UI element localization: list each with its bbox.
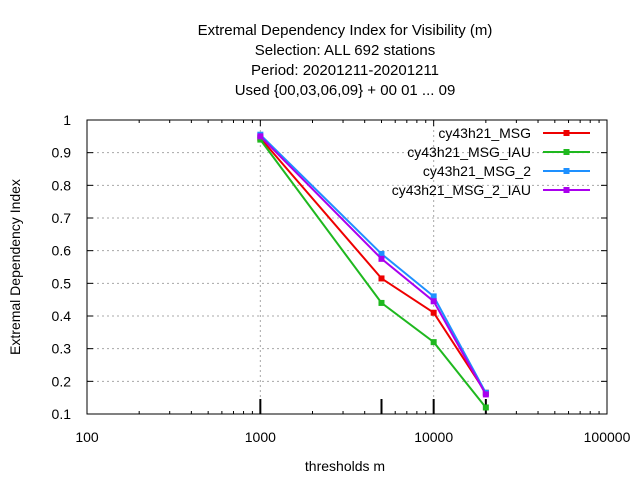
legend-marker — [563, 168, 570, 174]
data-point — [430, 298, 437, 305]
data-point — [430, 339, 437, 346]
y-tick-label: 0.4 — [52, 308, 72, 324]
series-line — [259, 133, 487, 394]
y-tick-label: 0.2 — [52, 373, 72, 389]
legend-label: cy43h21_MSG_2_IAU — [392, 182, 531, 198]
y-tick-label: 0.7 — [52, 210, 72, 226]
series-line — [259, 139, 487, 409]
title-line: Extremal Dependency Index for Visibility… — [198, 22, 493, 39]
legend-marker — [563, 149, 570, 155]
x-tick-label: 100 — [75, 429, 99, 445]
data-point — [430, 309, 437, 316]
x-tick-label: 100000 — [584, 429, 631, 445]
threshold-markers — [259, 399, 487, 414]
x-tick-label: 1000 — [245, 429, 276, 445]
data-point — [378, 299, 385, 306]
legend-marker — [563, 187, 570, 193]
title-line: Selection: ALL 692 stations — [255, 42, 435, 59]
y-tick-label: 0.1 — [52, 406, 72, 422]
axis-ticks: 0.1 0.2 0.3 0.4 0.5 0.6 0.7 0.8 0.9 1 100 1000 10000… — [52, 112, 631, 445]
legend-label: cy43h21_MSG — [438, 125, 531, 141]
y-tick-label: 0.8 — [52, 177, 72, 193]
series-line — [259, 135, 487, 395]
series-3 — [257, 133, 489, 398]
title-line: Period: 20201211-20201211 — [251, 62, 439, 79]
y-tick-label: 0.5 — [52, 275, 72, 291]
title-line: Used {00,03,06,09} + 00 01 ... 09 — [235, 82, 456, 99]
y-axis-label: Extremal Dependency Index — [7, 179, 23, 355]
plot-frame — [86, 119, 608, 415]
data-point — [257, 133, 264, 140]
series — [257, 131, 489, 411]
data-point — [430, 293, 437, 300]
series-1 — [257, 136, 489, 411]
y-tick-label: 1 — [63, 112, 71, 128]
legend-label: cy43h21_MSG_IAU — [407, 144, 531, 160]
legend-label: cy43h21_MSG_2 — [423, 163, 531, 179]
chart-title: Extremal Dependency Index for Visibility… — [198, 22, 493, 99]
data-point — [482, 404, 489, 411]
legend-marker — [563, 130, 570, 136]
y-tick-label: 0.6 — [52, 243, 72, 259]
grid — [87, 120, 607, 414]
y-tick-label: 0.9 — [52, 145, 72, 161]
data-point — [257, 136, 264, 143]
data-point — [482, 391, 489, 398]
series-line — [259, 137, 487, 394]
x-axis-label: thresholds m — [305, 458, 385, 474]
data-point — [378, 250, 385, 257]
legend: cy43h21_MSG cy43h21_MSG_IAU cy43h21_MSG_2c… — [392, 125, 590, 198]
y-tick-label: 0.3 — [52, 341, 72, 357]
x-tick-label: 10000 — [414, 429, 453, 445]
data-point — [378, 275, 385, 282]
data-point — [378, 255, 385, 262]
